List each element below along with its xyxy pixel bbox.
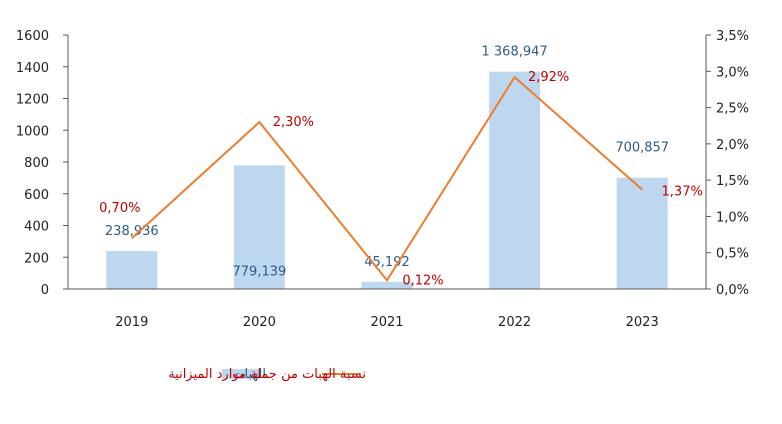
right-tick-label: 1,5% — [716, 174, 749, 189]
line-data-label: 0,70% — [99, 201, 140, 216]
right-y-axis: 0,0% 0,5% 1,0% 1,5% 2,0% 2,5% 3,0% 3,5% — [705, 29, 749, 298]
right-tick-label: 2,5% — [716, 102, 749, 117]
right-tick-label: 2,0% — [716, 138, 749, 153]
right-tick-label: 0,5% — [716, 247, 749, 262]
line-data-label: 0,12% — [402, 273, 443, 288]
line-data-label: 2,30% — [273, 115, 314, 130]
left-tick-label: 1200 — [16, 93, 49, 108]
x-tick-label: 2021 — [370, 315, 403, 330]
left-tick-label: 200 — [24, 251, 49, 266]
bar-data-label: 1 368,947 — [482, 45, 548, 60]
legend-label-bars: الهبات — [232, 367, 266, 382]
bar — [233, 165, 285, 289]
legend-swatch-bars — [222, 369, 260, 379]
left-tick-label: 600 — [24, 188, 49, 203]
line-path — [131, 75, 643, 283]
right-tick-label: 1,0% — [716, 210, 749, 225]
bar — [489, 71, 541, 290]
x-tick-label: 2022 — [498, 315, 531, 330]
left-tick-label: 400 — [24, 220, 49, 235]
right-tick-label: 0,0% — [716, 283, 749, 298]
x-axis: 2019 2020 2021 2022 2023 — [68, 288, 706, 330]
bar-data-label: 700,857 — [615, 141, 669, 156]
bar — [361, 281, 413, 289]
bar-series: 238,936 779,139 45,192 1 368,947 700,857 — [105, 45, 669, 290]
right-tick-label: 3,5% — [716, 29, 749, 44]
right-tick-label: 3,0% — [716, 65, 749, 80]
x-tick-label: 2023 — [626, 315, 659, 330]
x-tick-label: 2019 — [115, 315, 148, 330]
bar-data-label: 779,139 — [233, 264, 287, 279]
bar — [106, 251, 158, 289]
line-data-label: 1,37% — [662, 185, 703, 200]
left-tick-label: 1000 — [16, 124, 49, 139]
line-data-label: 2,92% — [528, 70, 569, 85]
left-y-axis: 0 200 400 600 800 1000 1200 1400 1600 — [16, 29, 69, 298]
left-tick-label: 1400 — [16, 61, 49, 76]
legend-label-line: نسبة الهبات من جملة موارد الميزانية — [168, 367, 366, 382]
bar-data-label: 45,192 — [364, 255, 410, 270]
left-tick-label: 0 — [41, 283, 49, 298]
line-series: 0,70% 2,30% 0,12% 2,92% 1,37% — [99, 70, 703, 288]
bar-data-label: 238,936 — [105, 224, 159, 239]
left-tick-label: 800 — [24, 156, 49, 171]
x-tick-label: 2020 — [243, 315, 276, 330]
left-tick-label: 1600 — [16, 29, 49, 44]
bar — [616, 177, 668, 289]
